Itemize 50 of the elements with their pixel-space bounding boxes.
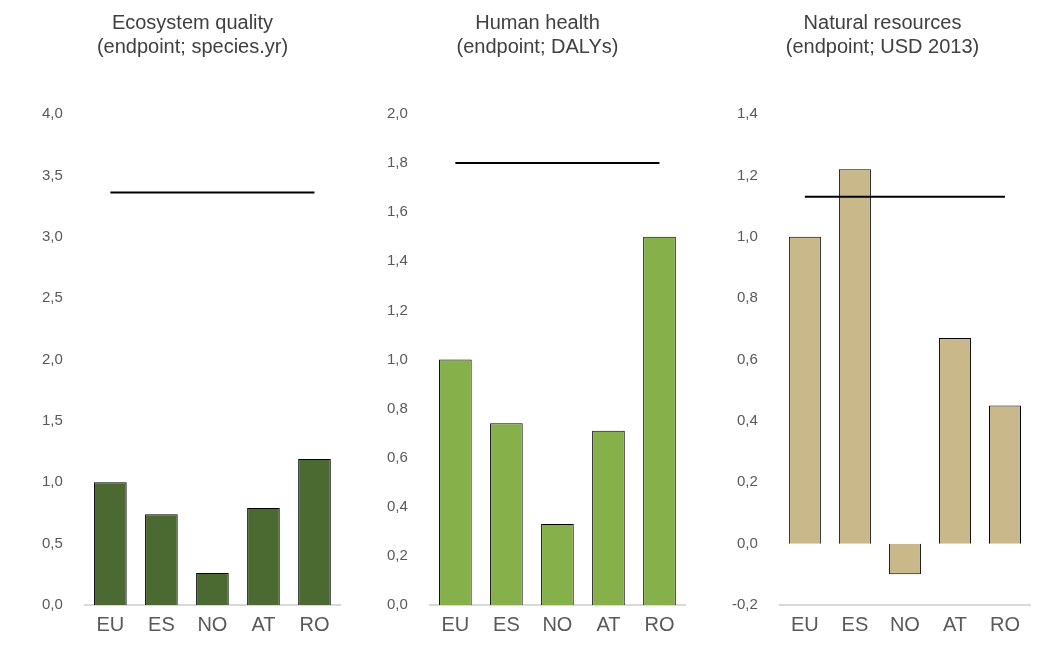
- y-tick-label: 0,5: [41, 533, 63, 551]
- x-tick-label: NO: [542, 612, 573, 635]
- y-tick-label: 1,4: [386, 251, 408, 269]
- y-tick-label: 0,8: [386, 398, 408, 416]
- chart-subtitle: (endpoint; USD 2013): [784, 34, 981, 58]
- x-tick-label: ES: [493, 612, 520, 635]
- x-tick-label: NO: [197, 612, 228, 635]
- y-tick-label: 1,5: [41, 411, 63, 429]
- x-tick-label: AT: [942, 612, 967, 635]
- y-tick-label: 1,2: [386, 300, 408, 318]
- y-tick-label: 0,6: [736, 349, 758, 367]
- x-tick-label: AT: [596, 612, 621, 635]
- x-tick-label: RO: [989, 612, 1020, 635]
- x-tick-label: RO: [299, 612, 330, 635]
- x-tick-label: EU: [96, 612, 125, 635]
- y-tick-label: 1,0: [386, 349, 408, 367]
- y-tick-label: 1,4: [736, 104, 758, 122]
- x-tick-label: ES: [148, 612, 175, 635]
- y-tick-label: 0,4: [386, 496, 408, 514]
- chart-title: Natural resources: [802, 10, 963, 34]
- y-tick-label: 0,8: [736, 288, 758, 306]
- y-tick-label: 0,0: [41, 595, 63, 613]
- y-tick-label: 0,6: [386, 447, 408, 465]
- y-tick-label: 2,0: [41, 349, 63, 367]
- x-tick-label: AT: [251, 612, 276, 635]
- y-tick-label: 0,0: [736, 533, 758, 551]
- y-tick-label: 0,4: [736, 411, 758, 429]
- x-tick-label: RO: [644, 612, 675, 635]
- y-tick-label: 3,0: [41, 226, 63, 244]
- x-tick-label: ES: [841, 612, 869, 635]
- y-tick-label: 1,0: [41, 472, 63, 490]
- y-tick-label: 1,0: [736, 226, 758, 244]
- y-tick-label: 3,5: [41, 165, 63, 183]
- x-tick-label: EU: [441, 612, 470, 635]
- x-tick-label: NO: [889, 612, 920, 635]
- x-tick-label: EU: [790, 612, 819, 635]
- chart-title: Human health: [474, 10, 601, 34]
- y-tick-label: -0,2: [731, 595, 758, 613]
- y-tick-label: 0,2: [736, 472, 758, 490]
- y-tick-label: 0,2: [386, 546, 408, 564]
- y-tick-label: 1,6: [386, 202, 408, 220]
- y-tick-label: 1,8: [386, 153, 408, 171]
- y-tick-label: 2,0: [386, 104, 408, 122]
- y-tick-label: 0,0: [386, 595, 408, 613]
- y-tick-label: 4,0: [41, 104, 63, 122]
- y-tick-label: 2,5: [41, 288, 63, 306]
- chart-subtitle: (endpoint; species.yr): [95, 34, 290, 58]
- chart-title: Ecosystem quality: [110, 10, 275, 34]
- chart-subtitle: (endpoint; DALYs): [455, 34, 620, 58]
- y-tick-label: 1,2: [736, 165, 758, 183]
